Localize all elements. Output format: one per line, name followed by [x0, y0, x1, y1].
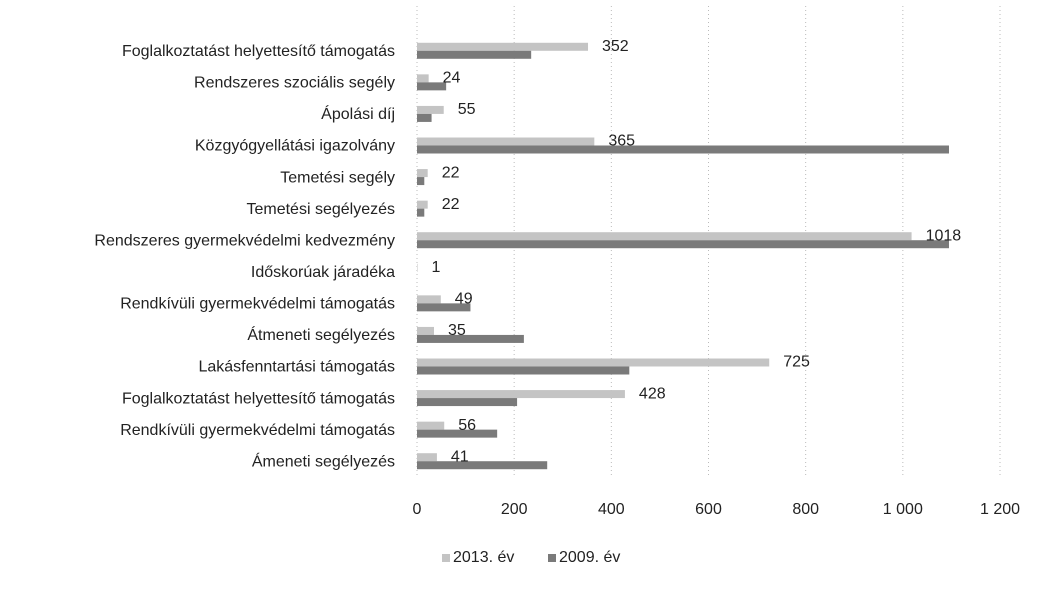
y-tick-label: Rendszeres gyermekvédelmi kedvezmény [94, 232, 395, 249]
data-label: 428 [639, 385, 666, 402]
bar [417, 74, 429, 83]
bar [417, 358, 770, 367]
bar [417, 366, 630, 375]
data-label: 352 [602, 38, 629, 55]
bar [417, 169, 428, 178]
x-tick-label: 1 000 [883, 501, 923, 518]
bar [417, 240, 949, 249]
y-tick-label: Lakásfenntartási támogatás [198, 359, 395, 376]
data-label: 24 [443, 70, 461, 87]
bar [417, 398, 518, 407]
bar [417, 137, 595, 146]
bar [417, 453, 437, 462]
data-label: 365 [608, 133, 635, 150]
bar [417, 145, 949, 154]
y-tick-label: Foglalkoztatást helyettesítő támogatás [122, 390, 395, 407]
y-tick-label: Ápolási díj [321, 104, 395, 123]
data-label: 1018 [926, 227, 962, 244]
bar [417, 177, 425, 186]
y-tick-label: Rendkívüli gyermekvédelmi támogatás [120, 422, 395, 439]
bar [417, 42, 589, 51]
bar [417, 208, 425, 217]
y-tick-label: Közgyógyellátási igazolvány [195, 138, 395, 155]
y-tick-label: Foglalkoztatást helyettesítő támogatás [122, 43, 395, 60]
x-tick-label: 0 [413, 501, 422, 518]
y-tick-label: Átmeneti segélyezés [247, 325, 395, 344]
y-tick-label: Időskorúak járadéka [251, 264, 395, 281]
x-tick-label: 800 [792, 501, 819, 518]
x-tick-label: 400 [598, 501, 625, 518]
bar [417, 232, 912, 241]
bar [417, 461, 548, 470]
data-label: 22 [442, 196, 460, 213]
bar [417, 200, 428, 209]
bar [417, 50, 532, 59]
bar [417, 113, 432, 122]
legend-swatch [548, 554, 556, 562]
legend-label: 2013. év [453, 549, 514, 566]
bar [417, 390, 625, 399]
data-label: 35 [448, 322, 466, 339]
bar [417, 105, 444, 114]
data-label: 56 [458, 417, 476, 434]
bar [417, 326, 435, 335]
bar [417, 421, 445, 430]
data-label: 49 [455, 291, 473, 308]
y-tick-label: Temetési segélyezés [246, 201, 395, 218]
bar [417, 295, 441, 304]
y-tick-label: Ámeneti segélyezés [252, 451, 395, 470]
bar [417, 82, 447, 91]
bar [417, 429, 498, 438]
y-tick-label: Rendszeres szociális segély [194, 75, 395, 92]
data-label: 22 [442, 164, 460, 181]
x-tick-label: 200 [501, 501, 528, 518]
legend-label: 2009. év [559, 549, 620, 566]
y-tick-label: Rendkívüli gyermekvédelmi támogatás [120, 296, 395, 313]
x-tick-label: 1 200 [980, 501, 1020, 518]
data-label: 55 [458, 101, 476, 118]
data-label: 725 [783, 354, 810, 371]
y-tick-label: Temetési segély [280, 169, 395, 186]
data-label: 41 [451, 448, 469, 465]
x-tick-label: 600 [695, 501, 722, 518]
bar [417, 303, 471, 312]
bar [417, 334, 524, 343]
legend-swatch [442, 554, 450, 562]
data-label: 1 [431, 259, 440, 276]
